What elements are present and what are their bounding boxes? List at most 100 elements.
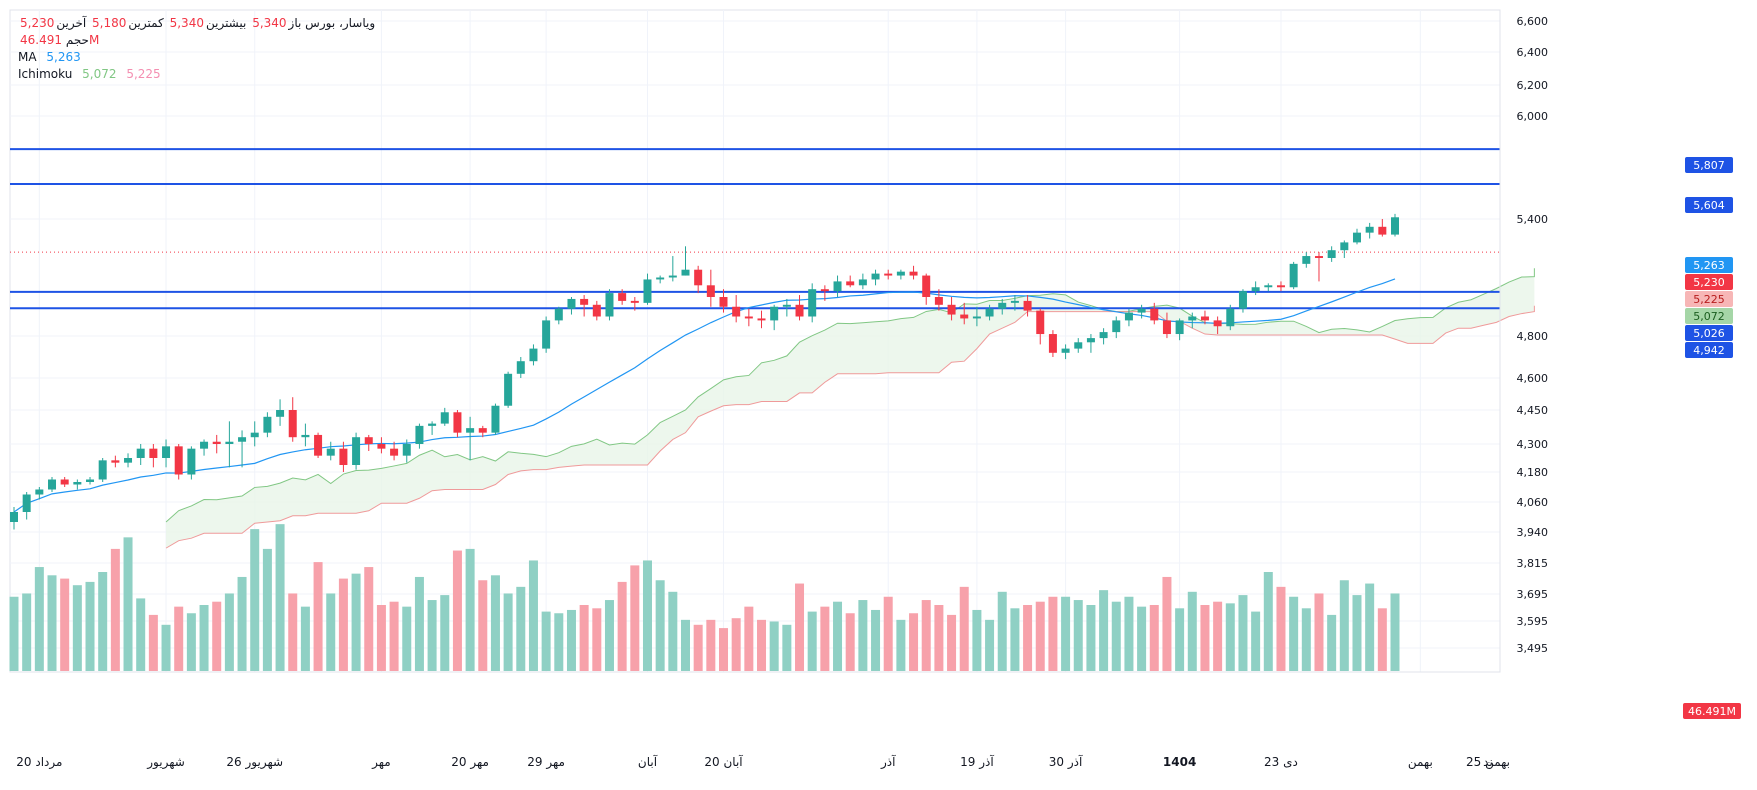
candle-body: [529, 348, 538, 362]
candle-body: [1226, 308, 1235, 327]
volume-bar: [503, 593, 513, 671]
candle: [732, 295, 741, 323]
candle-body: [314, 434, 323, 456]
volume-bar: [1213, 601, 1223, 671]
candle: [1124, 308, 1133, 327]
candle-body: [972, 316, 981, 319]
candle-body: [301, 434, 310, 438]
candle-body: [225, 441, 234, 444]
candle-body: [136, 448, 145, 458]
legend-ichimoku-label: Ichimoku: [18, 67, 73, 81]
y-tick-label: 6,400: [1517, 46, 1549, 59]
candle-body: [1352, 232, 1361, 243]
candle: [415, 423, 424, 449]
candle-body: [934, 297, 943, 305]
x-tick-label: آبان: [638, 754, 658, 769]
candle: [833, 275, 842, 297]
candle-body: [896, 271, 905, 276]
candle: [947, 297, 956, 321]
price-label-text: 5,263: [1693, 259, 1725, 272]
candle: [605, 289, 614, 321]
price-label: 5,026: [1685, 325, 1733, 341]
y-tick-label: 3,695: [1517, 588, 1549, 601]
x-tick-label: مهر: [371, 755, 391, 770]
candle-body: [390, 448, 399, 456]
y-tick-label: 4,800: [1517, 330, 1549, 343]
price-labels: 5,807 5,604 5,263 5,230 5,225 5,072 5,026 4,942…: [1683, 157, 1741, 719]
volume-bar: [554, 613, 564, 671]
candle-body: [630, 300, 639, 303]
candle: [73, 479, 82, 490]
x-tick-label: 20 مهر: [451, 755, 489, 770]
candle: [288, 397, 297, 442]
candle-body: [871, 273, 880, 280]
legend-symbol[interactable]: ویاسار، بورس: [305, 16, 376, 30]
candle: [263, 412, 272, 438]
x-tick-label: 20 مرداد: [16, 755, 62, 770]
volume-bar: [313, 562, 323, 671]
candle-body: [960, 314, 969, 319]
price-label: 5,225: [1685, 291, 1733, 307]
legend-ohlc-row: ویاسار، بورس باز5,340 بیشترین5,340 کمتری…: [18, 15, 375, 32]
volume-bar: [1187, 591, 1197, 671]
legend-ma-row[interactable]: MA 5,263: [18, 49, 375, 66]
price-label-box: [1685, 342, 1733, 358]
candle: [643, 273, 652, 305]
volume-bar: [1086, 605, 1096, 671]
volume-bar: [1251, 611, 1261, 671]
candle: [1213, 316, 1222, 335]
candle-body: [694, 269, 703, 286]
legend-low-value: 5,180: [92, 16, 127, 30]
volume-bar: [668, 591, 678, 671]
volume-bar: [1149, 605, 1159, 671]
volume-bar: [212, 601, 222, 671]
volume-bar: [98, 572, 108, 671]
candle-body: [516, 361, 525, 374]
y-tick-label: 6,600: [1517, 15, 1549, 28]
candle-body: [706, 285, 715, 297]
candle: [1162, 312, 1171, 339]
candle-body: [1327, 250, 1336, 258]
horizontal-levels[interactable]: [10, 148, 1500, 310]
volume-bar: [1023, 605, 1033, 671]
candle-body: [1086, 338, 1095, 343]
candle: [846, 275, 855, 288]
legend-ma-label: MA: [18, 50, 37, 64]
price-label: 4,942: [1685, 342, 1733, 358]
volume-bar: [997, 591, 1007, 671]
volume-bar: [9, 596, 19, 671]
candle-body: [466, 428, 475, 433]
candle: [390, 441, 399, 461]
candle: [757, 310, 766, 329]
legend-ichimoku-row[interactable]: Ichimoku 5,072 5,225: [18, 66, 375, 83]
volume-bar: [1339, 580, 1349, 671]
price-label: 5,072: [1685, 308, 1733, 324]
candle-body: [478, 428, 487, 433]
candle-body: [339, 448, 348, 465]
volume-bar: [490, 575, 500, 671]
candle: [352, 432, 361, 470]
price-label-text: 5,072: [1693, 310, 1725, 323]
candle-body: [402, 444, 411, 456]
candle: [1188, 312, 1197, 329]
volume-bar: [275, 524, 285, 671]
candle: [1352, 228, 1361, 245]
volume-bars: [9, 524, 1400, 671]
volume-bar: [72, 585, 82, 671]
candlesticks[interactable]: [10, 213, 1399, 530]
x-tick-label: 30 آذر: [1049, 754, 1083, 770]
senkou-span-a: [165, 268, 1535, 523]
candle: [668, 256, 677, 282]
candle: [896, 269, 905, 280]
legend-volume-row[interactable]: حجم 46.491M: [18, 32, 375, 49]
candle-body: [250, 432, 259, 438]
volume-bar: [1225, 603, 1235, 671]
plot-area: [9, 9, 1501, 673]
candle: [1340, 240, 1349, 258]
volume-bar: [1111, 601, 1121, 671]
volume-bar: [617, 581, 627, 671]
candle-body: [1188, 316, 1197, 321]
candle: [782, 298, 791, 317]
